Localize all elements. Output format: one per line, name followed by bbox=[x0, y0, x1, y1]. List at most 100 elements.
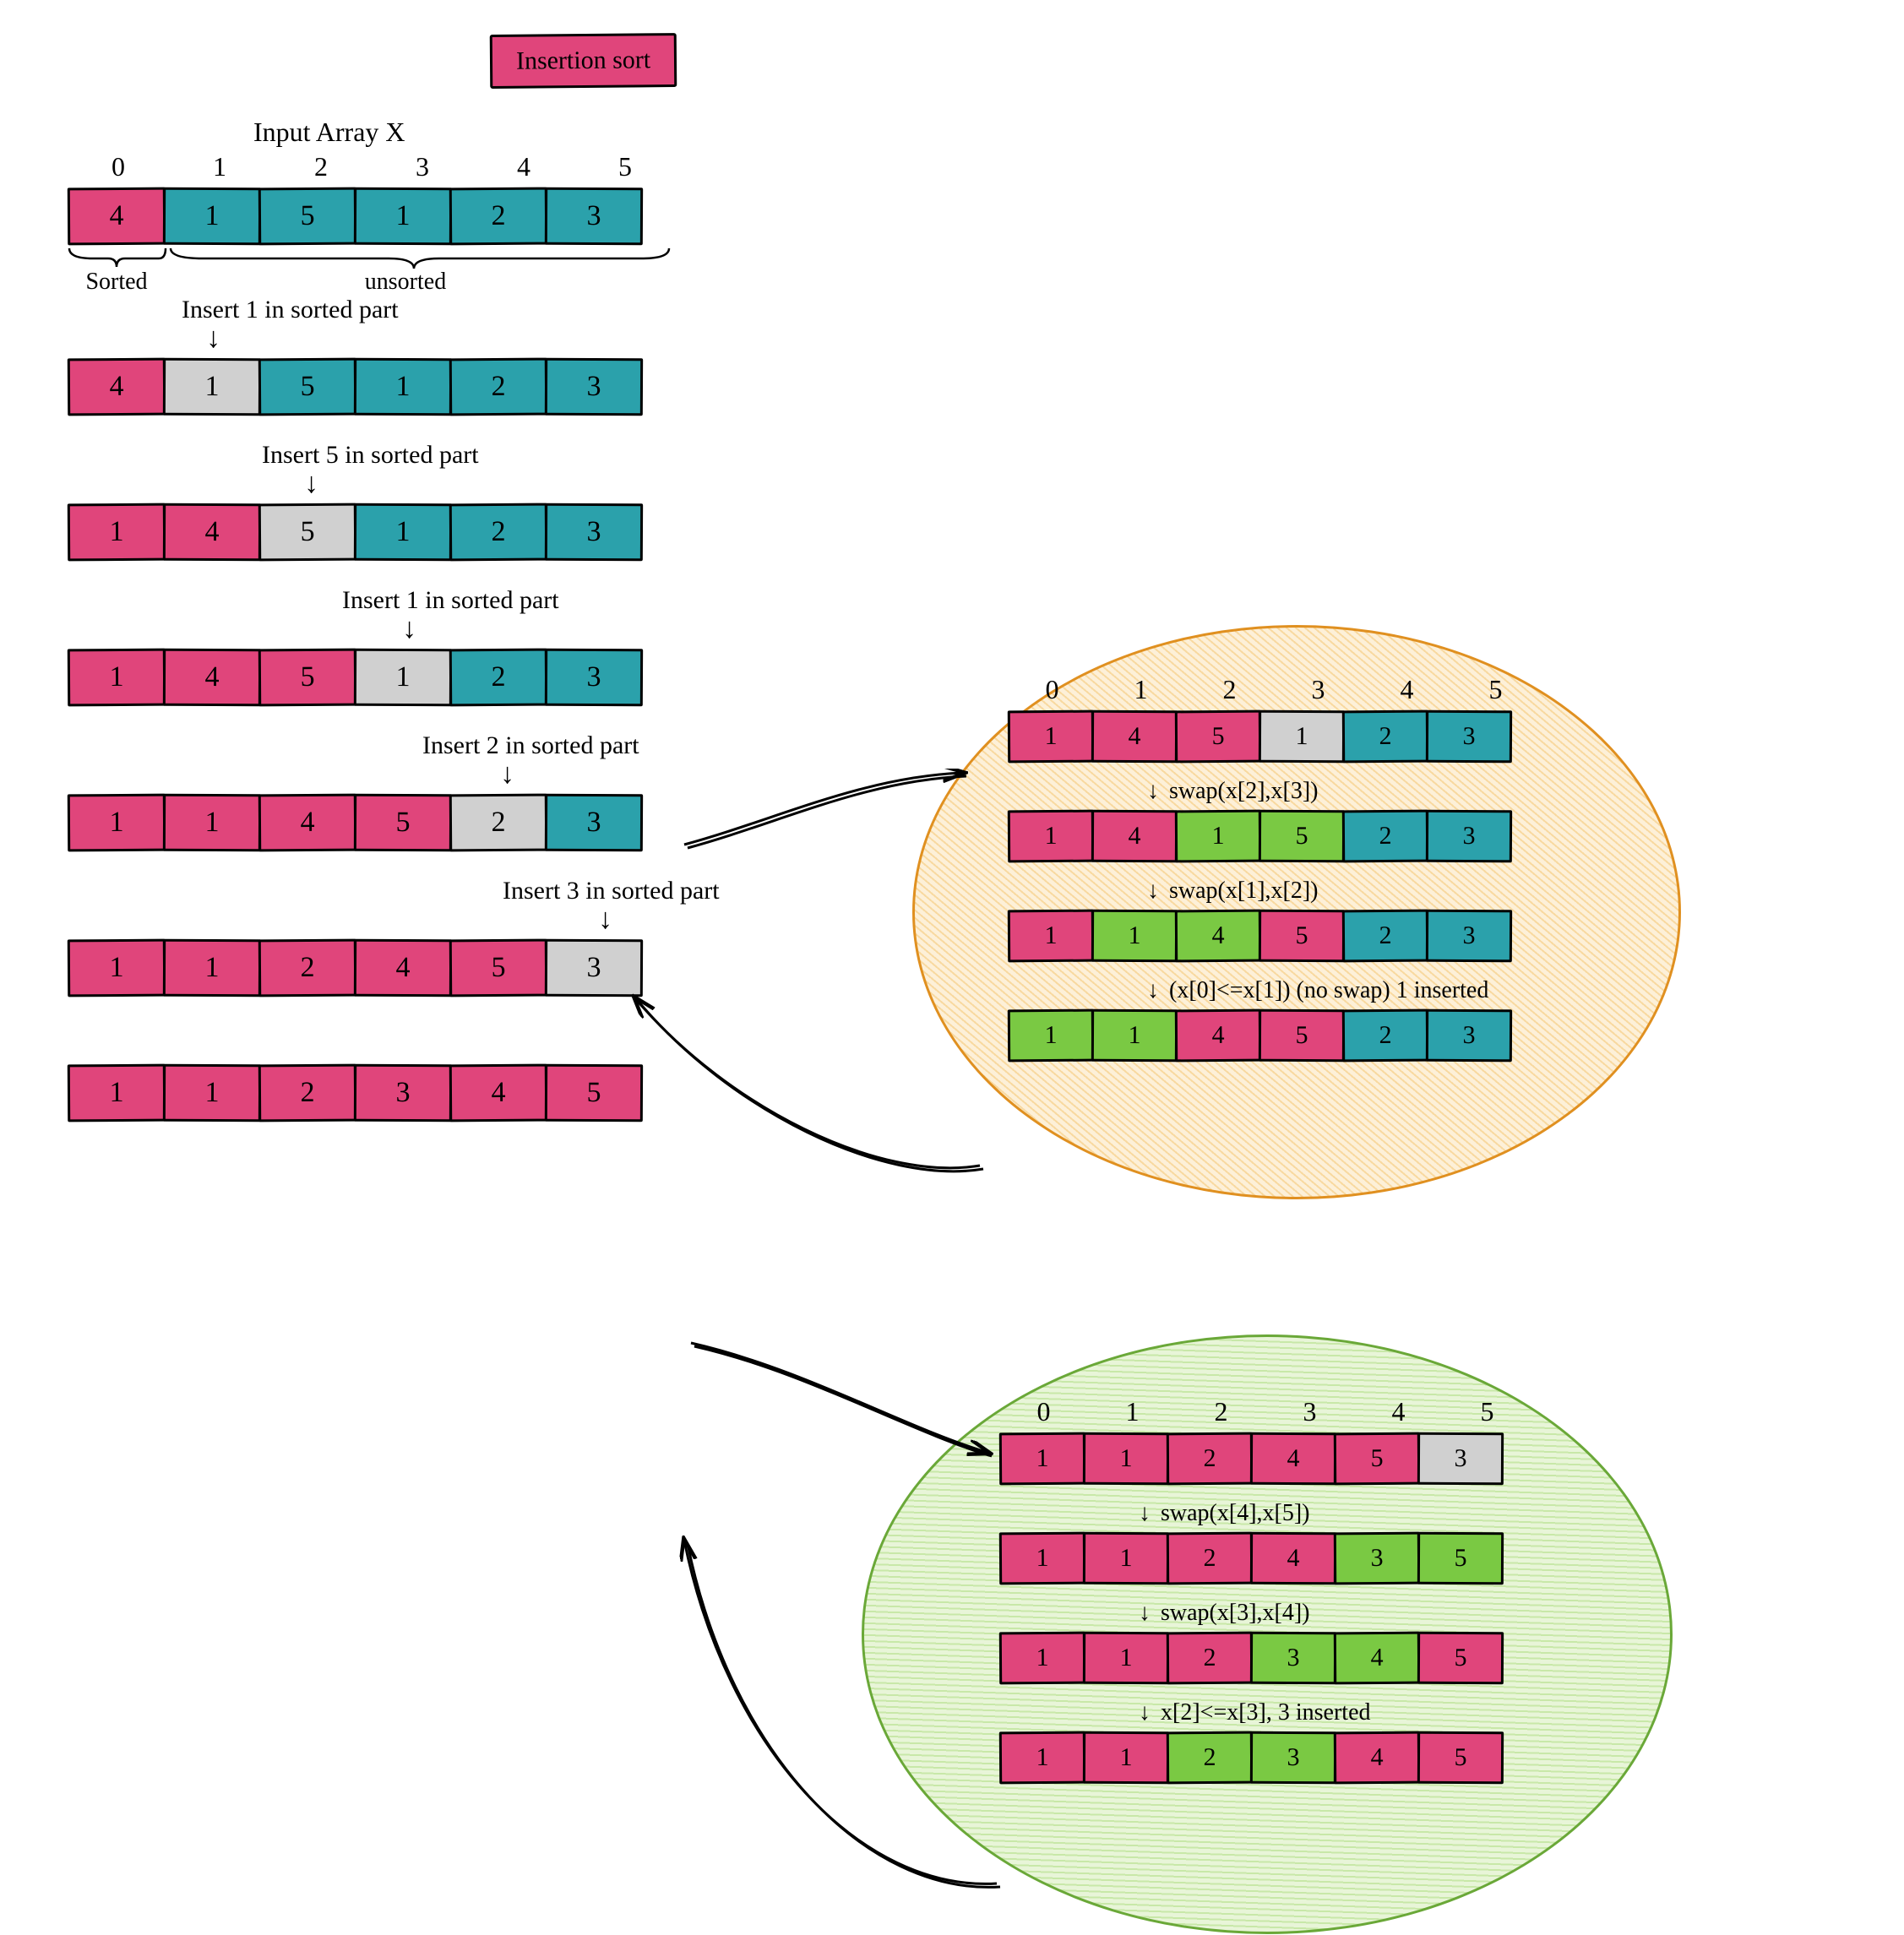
array-cell: 1 bbox=[1175, 810, 1261, 863]
array-cell: 1 bbox=[1008, 910, 1094, 963]
down-arrow-icon: ↓ bbox=[206, 324, 726, 353]
connector-to-orange bbox=[676, 769, 980, 921]
array-cell: 3 bbox=[545, 794, 643, 852]
index-row-main: 012345 bbox=[68, 151, 726, 182]
array-cell: 2 bbox=[258, 1064, 356, 1122]
swap-label: ↓ swap(x[3],x[4]) bbox=[1134, 1600, 1599, 1627]
index-label: 2 bbox=[270, 151, 372, 182]
array-cell: 2 bbox=[1342, 1009, 1428, 1063]
array-cell: 1 bbox=[1008, 710, 1094, 764]
index-label: 1 bbox=[1096, 674, 1185, 705]
array-row: 114523 bbox=[68, 794, 726, 851]
array-cell: 1 bbox=[68, 794, 166, 852]
step-caption: Insert 2 in sorted part bbox=[422, 731, 726, 760]
swap-label: ↓ swap(x[4],x[5]) bbox=[1134, 1500, 1599, 1527]
array-cell: 2 bbox=[1342, 910, 1428, 963]
input-array-label: Input Array X bbox=[253, 117, 726, 148]
index-label: 0 bbox=[1008, 674, 1096, 705]
array-cell: 4 bbox=[258, 794, 356, 852]
array-cell: 1 bbox=[1091, 1009, 1178, 1063]
down-arrow-icon: ↓ bbox=[1134, 1699, 1155, 1726]
index-row-orange: 012345 bbox=[1008, 674, 1608, 705]
array-cell: 1 bbox=[1083, 1532, 1169, 1585]
index-label: 5 bbox=[574, 151, 676, 182]
array-cell: 1 bbox=[1083, 1731, 1169, 1785]
array-row: 141523 bbox=[1008, 810, 1608, 862]
array-cell: 1 bbox=[1091, 910, 1178, 963]
index-label: 2 bbox=[1185, 674, 1274, 705]
array-cell: 5 bbox=[1259, 1009, 1345, 1063]
array-row: 112345 bbox=[999, 1632, 1599, 1684]
index-label: 1 bbox=[169, 151, 270, 182]
array-row: 112453 bbox=[999, 1432, 1599, 1485]
array-cell: 5 bbox=[354, 794, 452, 852]
main-sequence: Input Array X 012345 415123Insert 1 in s… bbox=[34, 117, 726, 1122]
array-cell: 1 bbox=[354, 188, 452, 246]
array-cell: 3 bbox=[545, 188, 643, 246]
connector-to-green bbox=[684, 1334, 1005, 1470]
array-cell: 2 bbox=[449, 794, 547, 852]
array-cell: 5 bbox=[1334, 1432, 1420, 1486]
swap-label: ↓ x[2]<=x[3], 3 inserted bbox=[1134, 1699, 1599, 1726]
array-cell: 4 bbox=[163, 503, 261, 562]
array-cell: 1 bbox=[1259, 710, 1345, 764]
array-cell: 4 bbox=[68, 358, 166, 416]
array-row: 114523 bbox=[1008, 1009, 1608, 1062]
swap-label: ↓ swap(x[2],x[3]) bbox=[1143, 778, 1608, 805]
index-label: 3 bbox=[1265, 1396, 1354, 1427]
index-label: 5 bbox=[1443, 1396, 1531, 1427]
step-caption: Insert 1 in sorted part bbox=[342, 586, 726, 615]
array-cell: 1 bbox=[999, 1432, 1085, 1486]
array-cell: 5 bbox=[258, 188, 356, 246]
down-arrow-icon: ↓ bbox=[1143, 778, 1163, 805]
array-row: 145123 bbox=[68, 503, 726, 561]
array-cell: 2 bbox=[449, 188, 547, 246]
array-cell: 2 bbox=[449, 503, 547, 562]
title-box: Insertion sort bbox=[490, 33, 677, 89]
array-cell: 5 bbox=[449, 939, 547, 997]
array-cell: 3 bbox=[1426, 810, 1512, 863]
array-cell: 1 bbox=[354, 649, 452, 707]
down-arrow-icon: ↓ bbox=[1134, 1600, 1155, 1627]
array-cell: 4 bbox=[354, 939, 452, 997]
array-cell: 1 bbox=[68, 649, 166, 707]
index-label: 4 bbox=[1354, 1396, 1443, 1427]
array-cell: 5 bbox=[1259, 910, 1345, 963]
array-cell: 4 bbox=[1091, 810, 1178, 863]
array-cell: 4 bbox=[449, 1064, 547, 1122]
index-label: 0 bbox=[999, 1396, 1088, 1427]
array-cell: 3 bbox=[1417, 1432, 1504, 1486]
array-cell: 1 bbox=[1008, 810, 1094, 863]
array-cell: 5 bbox=[1259, 810, 1345, 863]
swap-label: ↓ (x[0]<=x[1]) (no swap) 1 inserted bbox=[1143, 977, 1608, 1004]
index-label: 3 bbox=[372, 151, 473, 182]
array-cell: 3 bbox=[1334, 1532, 1420, 1585]
down-arrow-icon: ↓ bbox=[1143, 878, 1163, 905]
array-cell: 1 bbox=[163, 939, 261, 997]
array-cell: 3 bbox=[354, 1064, 452, 1122]
array-cell: 5 bbox=[1417, 1532, 1504, 1585]
sorted-label: Sorted bbox=[66, 269, 167, 296]
down-arrow-icon: ↓ bbox=[1134, 1500, 1155, 1527]
index-label: 5 bbox=[1451, 674, 1540, 705]
down-arrow-icon: ↓ bbox=[1143, 977, 1163, 1004]
array-row: 415123 bbox=[68, 188, 726, 245]
array-cell: 1 bbox=[68, 939, 166, 997]
array-cell: 4 bbox=[163, 649, 261, 707]
array-cell: 5 bbox=[258, 649, 356, 707]
array-cell: 3 bbox=[1426, 710, 1512, 764]
array-cell: 1 bbox=[1008, 1009, 1094, 1063]
index-row-green: 012345 bbox=[999, 1396, 1599, 1427]
array-cell: 4 bbox=[1250, 1432, 1336, 1486]
index-label: 4 bbox=[473, 151, 574, 182]
step-caption: Insert 5 in sorted part bbox=[262, 441, 726, 470]
array-cell: 5 bbox=[1417, 1632, 1504, 1685]
array-cell: 2 bbox=[1167, 1731, 1253, 1785]
array-cell: 3 bbox=[545, 649, 643, 707]
array-cell: 2 bbox=[1342, 810, 1428, 863]
index-label: 2 bbox=[1177, 1396, 1265, 1427]
array-cell: 3 bbox=[545, 358, 643, 416]
array-cell: 3 bbox=[1250, 1731, 1336, 1785]
array-cell: 5 bbox=[1417, 1731, 1504, 1785]
array-cell: 4 bbox=[1334, 1632, 1420, 1685]
